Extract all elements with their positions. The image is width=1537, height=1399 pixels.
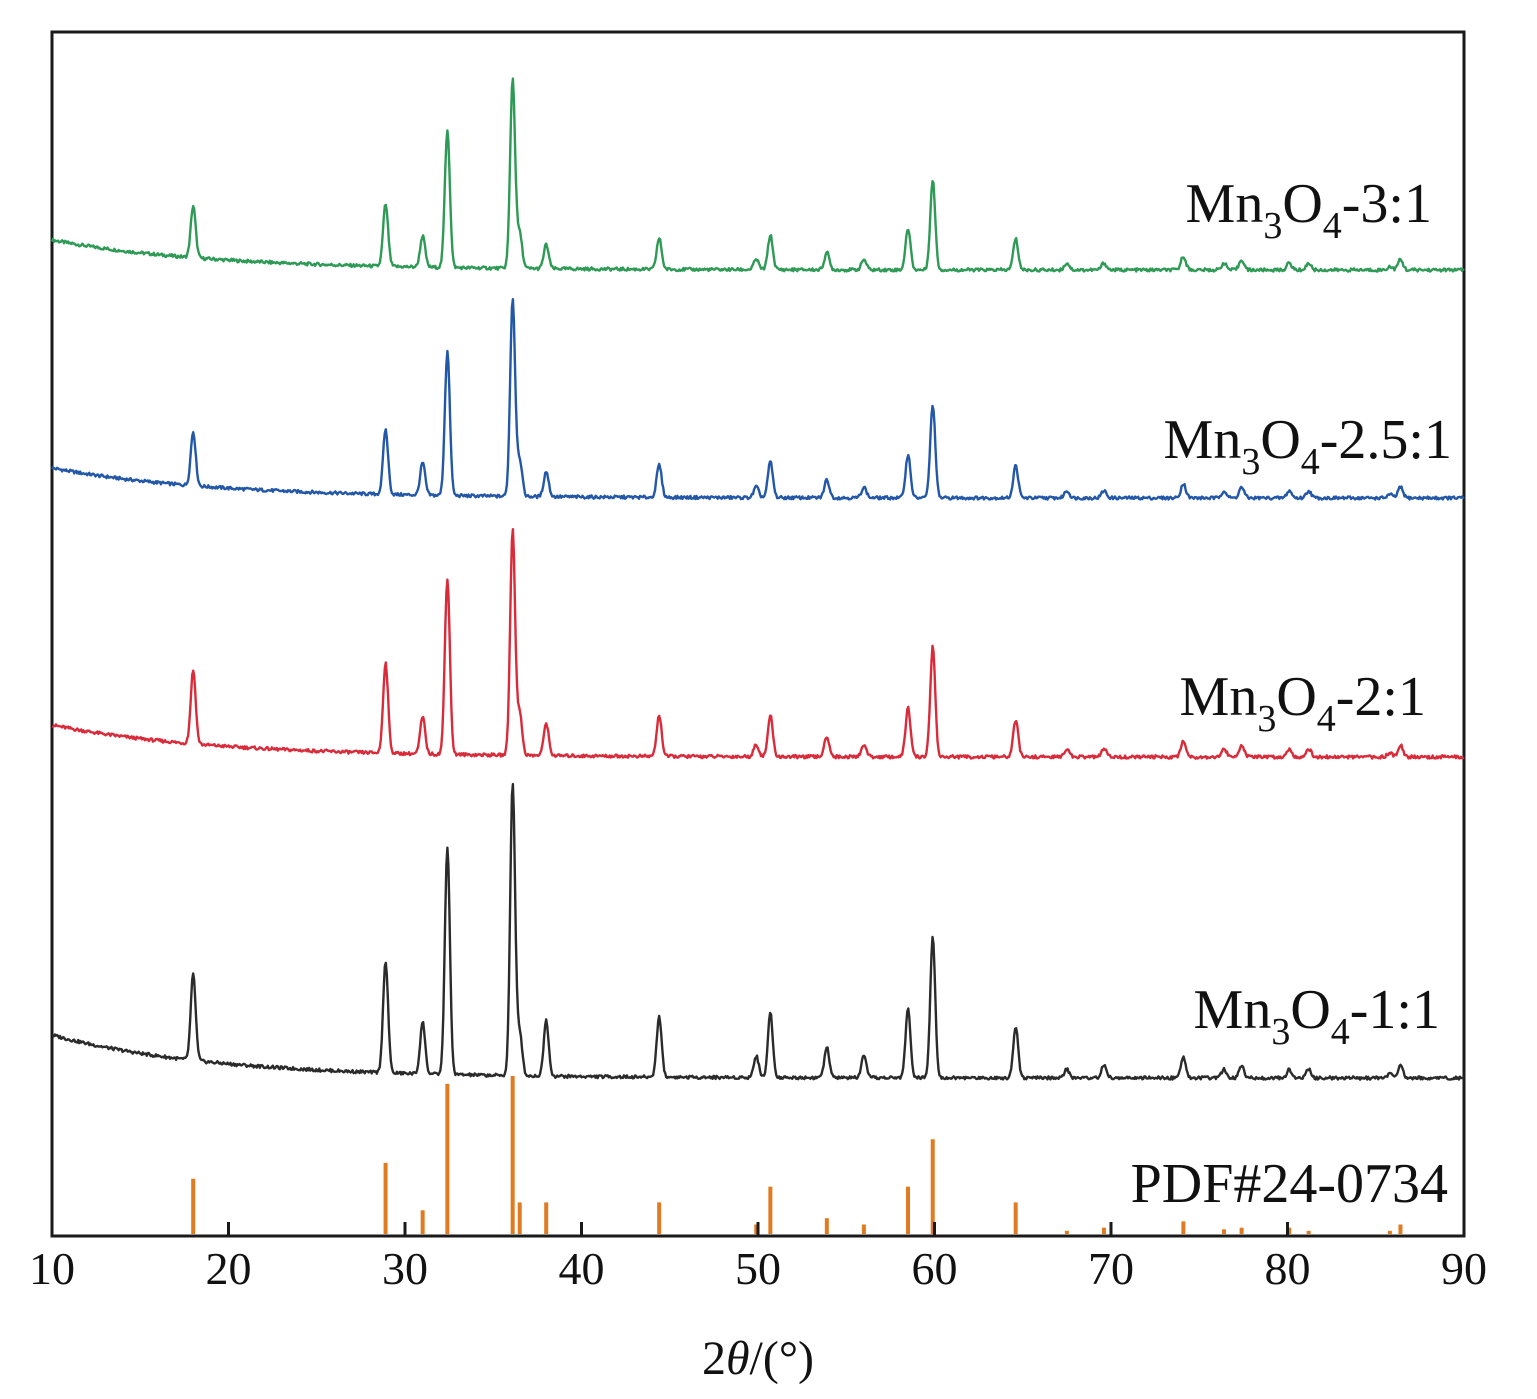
x-tick-label: 80 [1265, 1243, 1311, 1294]
series-label-text: O [1282, 173, 1322, 235]
series-label-text: Mn [1164, 409, 1242, 471]
series-label-subscript: 3 [1263, 205, 1282, 247]
trace-group [50, 77, 1465, 1081]
series-label-subscript: 3 [1257, 698, 1276, 740]
x-tick-label: 70 [1088, 1243, 1134, 1294]
reference-sticks [191, 1076, 1403, 1234]
x-axis-title-suffix: /(°) [750, 1332, 815, 1385]
xrd-trace [50, 77, 1465, 273]
x-axis-ticks: 10 20 30 40 50 60 70 80 90 [29, 1222, 1487, 1294]
series-label-subscript: 3 [1271, 1011, 1290, 1053]
x-axis-title: 2θ/(°) [702, 1332, 814, 1385]
series-label-text: -3:1 [1342, 173, 1432, 235]
x-tick-label: 50 [735, 1243, 781, 1294]
reference-label: PDF#24-0734 [1131, 1153, 1448, 1215]
x-tick-label: 60 [912, 1243, 958, 1294]
series-label-text: Mn [1194, 979, 1272, 1041]
xrd-trace [51, 528, 1465, 760]
series-label: Mn3O4-1:1 [1194, 979, 1440, 1053]
x-axis-title-prefix: 2 [702, 1332, 726, 1385]
series-label-text: -2:1 [1336, 666, 1426, 728]
series-label-text: -2.5:1 [1320, 409, 1452, 471]
x-tick-label: 40 [559, 1243, 605, 1294]
series-label: Mn3O4-2:1 [1180, 666, 1426, 740]
series-label-text: O [1260, 409, 1300, 471]
series-label-text: O [1276, 666, 1316, 728]
series-label-subscript: 3 [1241, 441, 1260, 483]
series-label-text: -1:1 [1350, 979, 1440, 1041]
series-label-subscript: 4 [1331, 1011, 1350, 1053]
series-label: Mn3O4-2.5:1 [1164, 409, 1452, 483]
series-label-subscript: 4 [1323, 205, 1342, 247]
x-tick-label: 90 [1441, 1243, 1487, 1294]
xrd-trace [50, 298, 1465, 501]
series-label: Mn3O4-3:1 [1186, 173, 1432, 247]
series-label-subscript: 4 [1301, 441, 1320, 483]
x-axis-title-symbol: θ [726, 1332, 750, 1385]
series-label-text: Mn [1180, 666, 1258, 728]
x-tick-label: 20 [206, 1243, 252, 1294]
x-tick-label: 10 [29, 1243, 75, 1294]
series-labels: Mn3O4-3:1Mn3O4-2.5:1Mn3O4-2:1Mn3O4-1:1PD… [1131, 173, 1452, 1215]
series-label-text: Mn [1186, 173, 1264, 235]
xrd-trace [51, 782, 1465, 1081]
series-label-text: O [1290, 979, 1330, 1041]
x-tick-label: 30 [382, 1243, 428, 1294]
series-label-subscript: 4 [1317, 698, 1336, 740]
